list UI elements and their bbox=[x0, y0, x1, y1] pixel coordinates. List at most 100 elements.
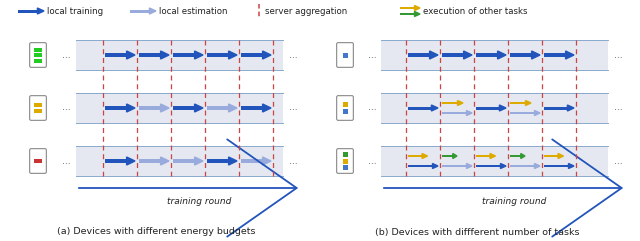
Bar bbox=[544, 107, 568, 109]
Polygon shape bbox=[262, 104, 271, 112]
Bar bbox=[130, 9, 149, 13]
Text: local training: local training bbox=[47, 7, 103, 15]
Bar bbox=[173, 106, 195, 110]
Bar bbox=[18, 9, 37, 13]
Bar bbox=[76, 93, 283, 123]
Text: (a) Devices with different energy budgets: (a) Devices with different energy budget… bbox=[57, 228, 256, 236]
Polygon shape bbox=[195, 157, 203, 165]
Bar bbox=[381, 146, 608, 176]
Text: ...: ... bbox=[289, 103, 298, 113]
Bar bbox=[173, 159, 195, 163]
Bar bbox=[442, 53, 463, 57]
FancyBboxPatch shape bbox=[29, 43, 46, 67]
Bar bbox=[139, 106, 161, 110]
Bar bbox=[105, 53, 127, 57]
Polygon shape bbox=[463, 51, 472, 59]
Polygon shape bbox=[195, 51, 203, 59]
Bar bbox=[342, 152, 348, 157]
Text: ...: ... bbox=[614, 156, 623, 166]
Bar bbox=[34, 53, 42, 57]
Bar bbox=[241, 106, 262, 110]
Bar bbox=[476, 155, 490, 157]
Bar bbox=[76, 146, 283, 176]
Polygon shape bbox=[499, 105, 506, 111]
Polygon shape bbox=[453, 154, 457, 159]
Bar bbox=[105, 106, 127, 110]
Text: ...: ... bbox=[368, 51, 376, 60]
Polygon shape bbox=[433, 163, 438, 168]
Bar bbox=[400, 13, 415, 15]
Bar bbox=[442, 155, 453, 157]
Bar bbox=[342, 109, 348, 114]
Bar bbox=[207, 53, 228, 57]
Text: ...: ... bbox=[289, 156, 298, 166]
Polygon shape bbox=[431, 105, 438, 111]
Polygon shape bbox=[262, 157, 271, 165]
Bar bbox=[34, 59, 42, 62]
Bar bbox=[381, 93, 608, 123]
Polygon shape bbox=[568, 163, 574, 168]
Polygon shape bbox=[127, 51, 135, 59]
Bar bbox=[544, 53, 566, 57]
Polygon shape bbox=[521, 154, 525, 159]
Bar bbox=[476, 107, 499, 109]
Bar bbox=[408, 53, 429, 57]
Polygon shape bbox=[415, 6, 420, 11]
Text: ...: ... bbox=[289, 51, 298, 60]
Polygon shape bbox=[467, 163, 472, 168]
Text: ...: ... bbox=[614, 103, 623, 113]
Bar bbox=[510, 102, 525, 104]
Polygon shape bbox=[228, 51, 237, 59]
Polygon shape bbox=[161, 104, 169, 112]
Bar bbox=[510, 112, 534, 114]
Bar bbox=[207, 106, 228, 110]
Bar bbox=[105, 159, 127, 163]
Text: server aggregation: server aggregation bbox=[265, 7, 348, 15]
Polygon shape bbox=[566, 51, 574, 59]
Bar bbox=[139, 53, 161, 57]
Text: training round: training round bbox=[483, 197, 547, 206]
FancyBboxPatch shape bbox=[29, 149, 46, 173]
Polygon shape bbox=[498, 51, 506, 59]
Bar bbox=[408, 155, 422, 157]
Bar bbox=[408, 165, 433, 167]
Polygon shape bbox=[228, 157, 237, 165]
Polygon shape bbox=[161, 157, 169, 165]
Bar bbox=[241, 53, 262, 57]
Text: local estimation: local estimation bbox=[159, 7, 227, 15]
Polygon shape bbox=[500, 163, 506, 168]
Text: execution of other tasks: execution of other tasks bbox=[423, 7, 527, 15]
Polygon shape bbox=[467, 111, 472, 115]
Bar bbox=[442, 112, 467, 114]
FancyBboxPatch shape bbox=[337, 96, 353, 120]
Text: ...: ... bbox=[368, 156, 376, 166]
Bar bbox=[342, 102, 348, 107]
Text: (b) Devices with diffferent number of tasks: (b) Devices with diffferent number of ta… bbox=[375, 228, 580, 236]
Bar bbox=[207, 159, 228, 163]
Text: ...: ... bbox=[61, 156, 70, 166]
Polygon shape bbox=[37, 8, 44, 14]
FancyBboxPatch shape bbox=[337, 43, 353, 67]
Polygon shape bbox=[415, 12, 420, 16]
Bar bbox=[342, 165, 348, 170]
Bar bbox=[510, 155, 521, 157]
Bar bbox=[76, 40, 283, 70]
Bar bbox=[173, 53, 195, 57]
Bar bbox=[442, 102, 458, 104]
Text: ...: ... bbox=[61, 51, 70, 60]
Bar bbox=[381, 40, 608, 70]
FancyBboxPatch shape bbox=[337, 149, 353, 173]
Bar bbox=[241, 159, 262, 163]
Polygon shape bbox=[558, 154, 563, 159]
Bar bbox=[476, 53, 498, 57]
Bar bbox=[476, 165, 500, 167]
Bar bbox=[34, 159, 42, 163]
Polygon shape bbox=[195, 104, 203, 112]
Text: ...: ... bbox=[368, 103, 376, 113]
Polygon shape bbox=[490, 154, 495, 159]
Polygon shape bbox=[525, 100, 531, 106]
Polygon shape bbox=[422, 154, 428, 159]
Bar bbox=[510, 165, 534, 167]
Text: ...: ... bbox=[614, 51, 623, 60]
FancyBboxPatch shape bbox=[29, 96, 46, 120]
